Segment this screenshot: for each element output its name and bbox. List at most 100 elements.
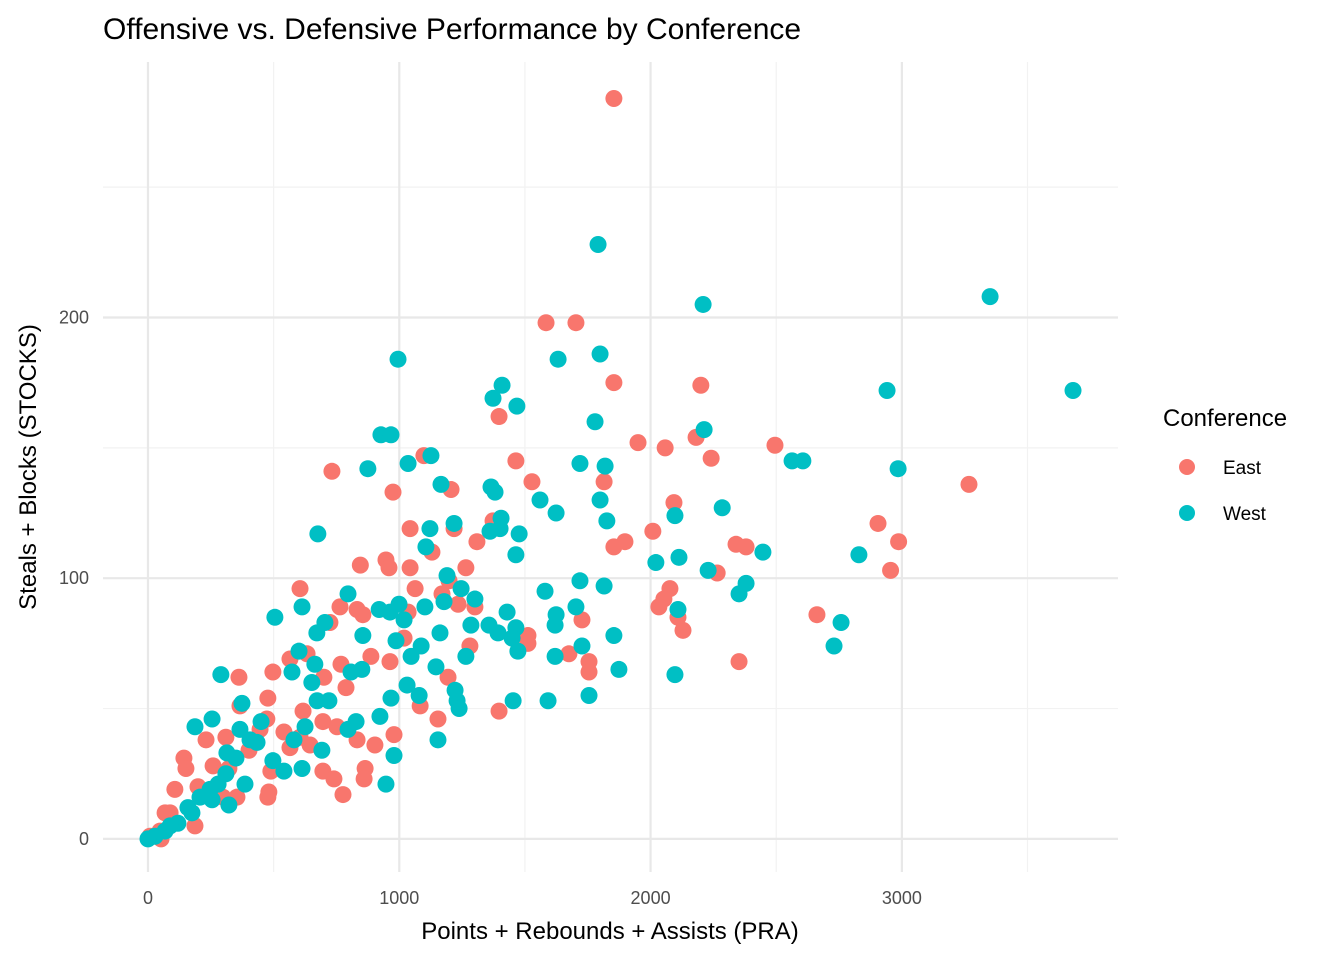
point-east <box>217 728 235 746</box>
point-west <box>371 707 389 725</box>
point-west <box>596 457 614 475</box>
y-tick-label: 200 <box>59 307 89 327</box>
point-east <box>401 559 419 577</box>
point-west <box>481 522 499 540</box>
point-west <box>306 655 324 673</box>
point-west <box>571 454 589 472</box>
point-west <box>452 580 470 598</box>
point-west <box>410 687 428 705</box>
point-west <box>598 512 616 530</box>
point-west <box>212 666 230 684</box>
point-west <box>445 514 463 532</box>
point-east <box>384 483 402 501</box>
point-east <box>890 533 908 551</box>
point-west <box>218 744 236 762</box>
point-west <box>699 561 717 579</box>
point-west <box>981 288 999 306</box>
point-east <box>580 663 598 681</box>
point-east <box>204 757 222 775</box>
point-west <box>395 611 413 629</box>
point-west <box>850 546 868 564</box>
point-east <box>401 520 419 538</box>
point-west <box>385 746 403 764</box>
point-east <box>674 621 692 639</box>
point-west <box>377 775 395 793</box>
point-west <box>248 733 266 751</box>
point-east <box>523 473 541 491</box>
point-west <box>462 616 480 634</box>
grid <box>103 62 1118 872</box>
x-tick-label: 1000 <box>379 888 419 908</box>
point-east <box>334 786 352 804</box>
point-west <box>183 804 201 822</box>
point-east <box>737 538 755 556</box>
point-west <box>503 629 521 647</box>
legend-label-east: East <box>1223 458 1262 479</box>
point-west <box>591 491 609 509</box>
x-tick-label: 3000 <box>882 888 922 908</box>
point-west <box>713 499 731 517</box>
y-axis-title: Steals + Blocks (STOCKS) <box>15 324 42 610</box>
point-west <box>446 681 464 699</box>
points <box>139 89 1082 848</box>
point-west <box>591 345 609 363</box>
point-west <box>252 713 270 731</box>
point-west <box>412 637 430 655</box>
point-west <box>466 590 484 608</box>
point-west <box>754 543 772 561</box>
point-west <box>489 624 507 642</box>
legend-key-east <box>1179 459 1195 475</box>
point-west <box>531 491 549 509</box>
point-west <box>387 632 405 650</box>
point-west <box>536 582 554 600</box>
point-west <box>498 603 516 621</box>
point-east <box>766 436 784 454</box>
point-west <box>421 520 439 538</box>
point-west <box>547 504 565 522</box>
point-west <box>507 546 525 564</box>
point-east <box>380 559 398 577</box>
point-west <box>416 598 434 616</box>
point-west <box>293 760 311 778</box>
point-west <box>580 687 598 705</box>
point-east <box>355 770 373 788</box>
point-west <box>220 796 238 814</box>
point-west <box>1064 381 1082 399</box>
point-east <box>294 702 312 720</box>
point-west <box>647 554 665 572</box>
point-west <box>303 673 321 691</box>
point-west <box>139 830 157 848</box>
point-east <box>692 376 710 394</box>
point-east <box>595 473 613 491</box>
point-west <box>203 710 221 728</box>
point-east <box>230 668 248 686</box>
point-east <box>644 522 662 540</box>
point-east <box>362 647 380 665</box>
point-east <box>605 374 623 392</box>
point-west <box>275 762 293 780</box>
point-east <box>449 595 467 613</box>
point-east <box>351 556 369 574</box>
point-west <box>484 389 502 407</box>
y-tick-label: 100 <box>59 568 89 588</box>
point-east <box>665 494 683 512</box>
point-west <box>670 548 688 566</box>
y-tick-label: 0 <box>79 829 89 849</box>
x-axis-title: Points + Rebounds + Assists (PRA) <box>421 918 799 945</box>
point-west <box>549 350 567 368</box>
point-west <box>457 647 475 665</box>
point-east <box>337 679 355 697</box>
point-east <box>573 611 591 629</box>
point-east <box>560 645 578 663</box>
point-east <box>186 817 204 835</box>
point-east <box>381 653 399 671</box>
point-east <box>457 559 475 577</box>
point-east <box>537 314 555 332</box>
point-west <box>186 718 204 736</box>
legend-label-west: West <box>1223 504 1267 525</box>
point-west <box>595 577 613 595</box>
x-tick-label: 0 <box>143 888 153 908</box>
point-east <box>259 689 277 707</box>
point-west <box>231 720 249 738</box>
point-west <box>567 598 585 616</box>
